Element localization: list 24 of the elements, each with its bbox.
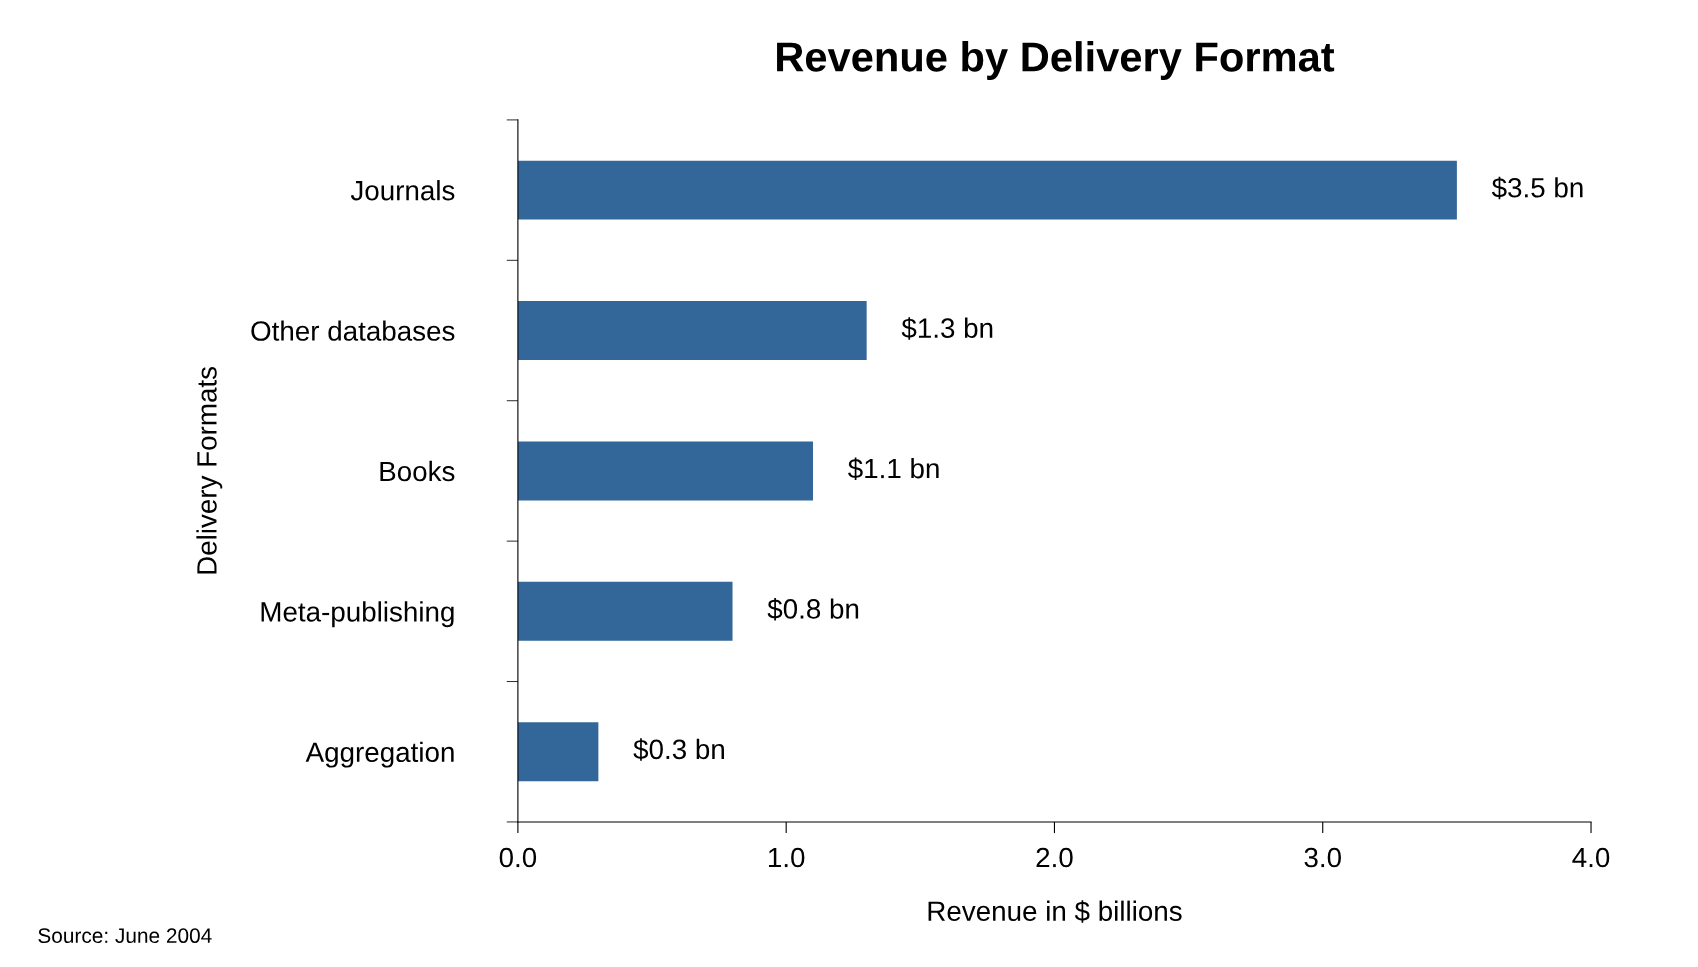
bar	[517, 301, 867, 361]
y-tick-label: Books	[380, 460, 455, 482]
chart-title: Revenue by Delivery Format	[777, 41, 1335, 80]
x-tick-label: 4.0	[1572, 847, 1610, 868]
y-axis-title: Delivery Formats	[196, 366, 223, 574]
data-label: $0.3 bn	[633, 738, 724, 761]
data-label: $1.3 bn	[901, 317, 993, 340]
x-tick-label: 0.0	[499, 847, 537, 868]
data-label: $1.1 bn	[848, 457, 939, 481]
source-note: Source: June 2004	[38, 928, 212, 944]
data-label: $0.8 bn	[767, 597, 859, 621]
y-tick-label: Journals	[350, 180, 455, 201]
x-tick-label: 1.0	[768, 847, 805, 868]
y-tick-label: Meta-publishing	[261, 601, 454, 628]
data-label: $3.5 bn	[1491, 176, 1583, 200]
x-tick-label: 3.0	[1304, 847, 1341, 868]
bar	[517, 160, 1457, 220]
y-tick-label: Aggregation	[305, 741, 454, 768]
bar	[517, 441, 813, 501]
bar	[517, 722, 599, 782]
x-tick-label: 2.0	[1036, 847, 1073, 868]
bar	[517, 581, 733, 641]
x-axis-title: Revenue in $ billions	[928, 900, 1182, 923]
y-tick-label: Other databases	[251, 320, 455, 341]
